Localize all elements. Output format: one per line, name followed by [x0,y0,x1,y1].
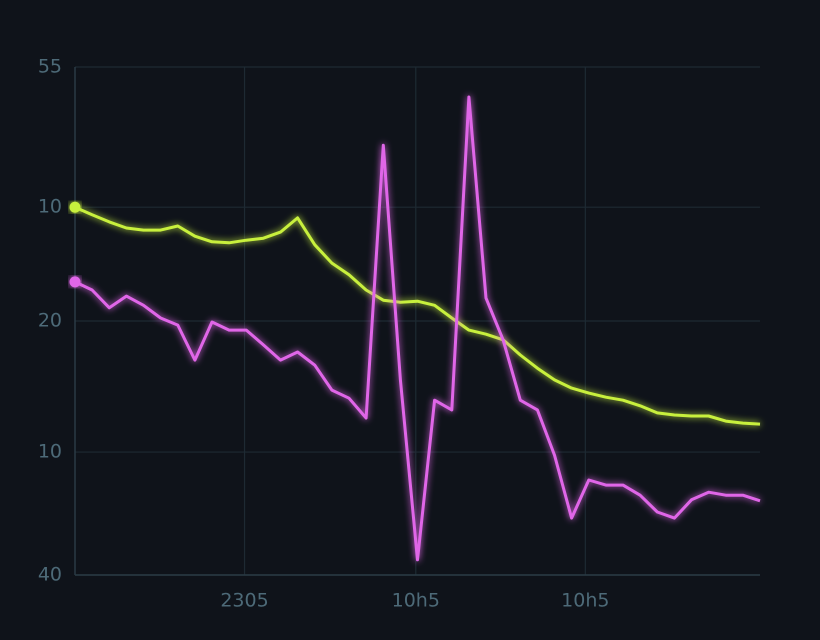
y-tick-label: 20 [38,310,62,332]
start-marker [69,276,81,288]
line-series [74,95,761,562]
y-tick-label: 40 [38,564,62,586]
start-marker [69,201,81,213]
x-tick-label: 2305 [220,590,268,612]
x-tick-label: 10h5 [392,590,440,612]
line-series [74,205,761,426]
x-tick-label: 10h5 [561,590,609,612]
y-tick-label: 10 [38,441,62,463]
y-tick-label: 10 [38,196,62,218]
y-tick-label: 55 [38,56,62,78]
